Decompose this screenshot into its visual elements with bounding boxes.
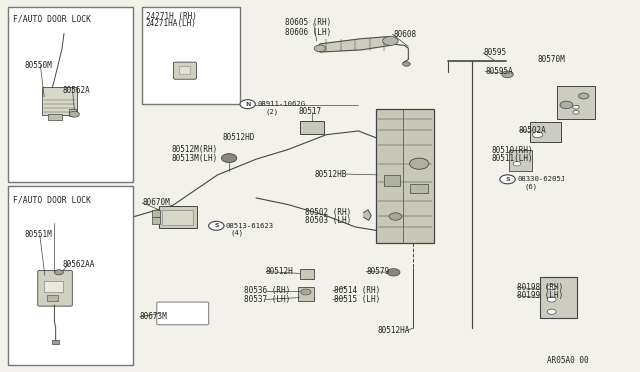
Circle shape xyxy=(560,101,573,109)
Bar xyxy=(300,121,324,134)
Text: 80502 (RH): 80502 (RH) xyxy=(305,208,351,217)
Circle shape xyxy=(389,213,402,220)
Circle shape xyxy=(547,297,556,302)
Text: 80515 (LH): 80515 (LH) xyxy=(334,295,380,304)
Text: 24271H (RH): 24271H (RH) xyxy=(146,12,196,21)
Text: 80536 (RH): 80536 (RH) xyxy=(244,286,291,295)
Text: (2): (2) xyxy=(266,108,279,115)
Text: 80510(RH): 80510(RH) xyxy=(492,146,533,155)
Text: 80606 (LH): 80606 (LH) xyxy=(285,28,332,37)
Bar xyxy=(42,87,77,115)
Bar xyxy=(142,7,240,104)
Text: 80517: 80517 xyxy=(299,107,322,116)
FancyBboxPatch shape xyxy=(157,302,209,325)
Bar xyxy=(384,175,400,186)
Bar xyxy=(540,277,577,318)
Circle shape xyxy=(579,93,589,99)
Text: 80550M: 80550M xyxy=(24,61,52,70)
Text: 80198 (RH): 80198 (RH) xyxy=(517,283,563,292)
Circle shape xyxy=(573,110,579,114)
Text: 80512HD: 80512HD xyxy=(223,133,255,142)
Text: 08911-1062G: 08911-1062G xyxy=(257,101,305,107)
Text: 80512H: 80512H xyxy=(266,267,293,276)
Bar xyxy=(179,66,190,74)
Bar xyxy=(557,86,595,119)
Text: 80537 (LH): 80537 (LH) xyxy=(244,295,291,304)
Text: 80670M: 80670M xyxy=(142,198,170,207)
Circle shape xyxy=(547,285,556,290)
Circle shape xyxy=(301,289,311,295)
Text: 08513-61623: 08513-61623 xyxy=(226,223,274,229)
Text: AR05A0 00: AR05A0 00 xyxy=(547,356,589,365)
Bar xyxy=(69,109,76,116)
Circle shape xyxy=(54,270,63,275)
Circle shape xyxy=(69,111,79,117)
Text: 80513M(LH): 80513M(LH) xyxy=(172,154,218,163)
Text: 80673M: 80673M xyxy=(140,312,167,321)
Bar xyxy=(530,122,561,142)
Bar xyxy=(298,287,314,301)
Bar xyxy=(376,109,434,243)
Text: N: N xyxy=(245,102,250,107)
Circle shape xyxy=(502,71,513,78)
Text: F/AUTO DOOR LOCK: F/AUTO DOOR LOCK xyxy=(13,15,91,24)
Bar xyxy=(509,150,532,171)
FancyBboxPatch shape xyxy=(38,270,72,306)
Circle shape xyxy=(403,62,410,66)
Bar xyxy=(410,184,428,193)
Text: S: S xyxy=(505,177,510,182)
Text: 80595A: 80595A xyxy=(485,67,513,76)
Text: 80570M: 80570M xyxy=(538,55,565,64)
Bar xyxy=(162,210,193,225)
Text: F/AUTO DOOR LOCK: F/AUTO DOOR LOCK xyxy=(13,195,91,204)
Circle shape xyxy=(410,158,429,169)
Circle shape xyxy=(500,175,515,184)
Text: 24271HA(LH): 24271HA(LH) xyxy=(146,19,196,28)
Circle shape xyxy=(221,154,237,163)
Text: 80595: 80595 xyxy=(483,48,506,57)
Bar xyxy=(152,217,160,224)
Polygon shape xyxy=(364,210,371,220)
Circle shape xyxy=(314,45,326,52)
Bar xyxy=(8,7,133,182)
Bar xyxy=(44,281,63,292)
Text: (6): (6) xyxy=(525,183,538,190)
Text: 80512M(RH): 80512M(RH) xyxy=(172,145,218,154)
Text: 80605 (RH): 80605 (RH) xyxy=(285,18,332,27)
Text: S: S xyxy=(214,223,219,228)
Circle shape xyxy=(532,132,543,138)
Text: 80579: 80579 xyxy=(366,267,389,276)
Text: 08330-6205J: 08330-6205J xyxy=(517,176,565,182)
Bar xyxy=(300,269,314,279)
FancyBboxPatch shape xyxy=(173,62,196,79)
Bar xyxy=(52,340,59,344)
Circle shape xyxy=(387,269,400,276)
Text: 80512HA: 80512HA xyxy=(378,326,410,335)
Text: 80502A: 80502A xyxy=(518,126,546,135)
Bar xyxy=(47,295,58,301)
Text: (4): (4) xyxy=(230,230,244,237)
Text: 80551M: 80551M xyxy=(24,230,52,239)
Bar xyxy=(8,186,133,365)
Text: 80511(LH): 80511(LH) xyxy=(492,154,533,163)
Circle shape xyxy=(573,105,579,109)
Text: 80608: 80608 xyxy=(394,30,417,39)
Text: 80503 (LH): 80503 (LH) xyxy=(305,217,351,225)
Polygon shape xyxy=(317,36,394,52)
Circle shape xyxy=(240,100,255,109)
Text: 80514 (RH): 80514 (RH) xyxy=(334,286,380,295)
Bar xyxy=(159,206,197,228)
Text: 80562A: 80562A xyxy=(63,86,90,95)
Circle shape xyxy=(383,36,398,45)
Circle shape xyxy=(513,161,521,166)
Text: 80562AA: 80562AA xyxy=(63,260,95,269)
Circle shape xyxy=(209,221,224,230)
Text: 80512HB: 80512HB xyxy=(315,170,348,179)
Text: 80199 (LH): 80199 (LH) xyxy=(517,291,563,300)
Bar xyxy=(152,210,160,217)
Circle shape xyxy=(547,309,556,314)
Bar xyxy=(48,114,62,120)
